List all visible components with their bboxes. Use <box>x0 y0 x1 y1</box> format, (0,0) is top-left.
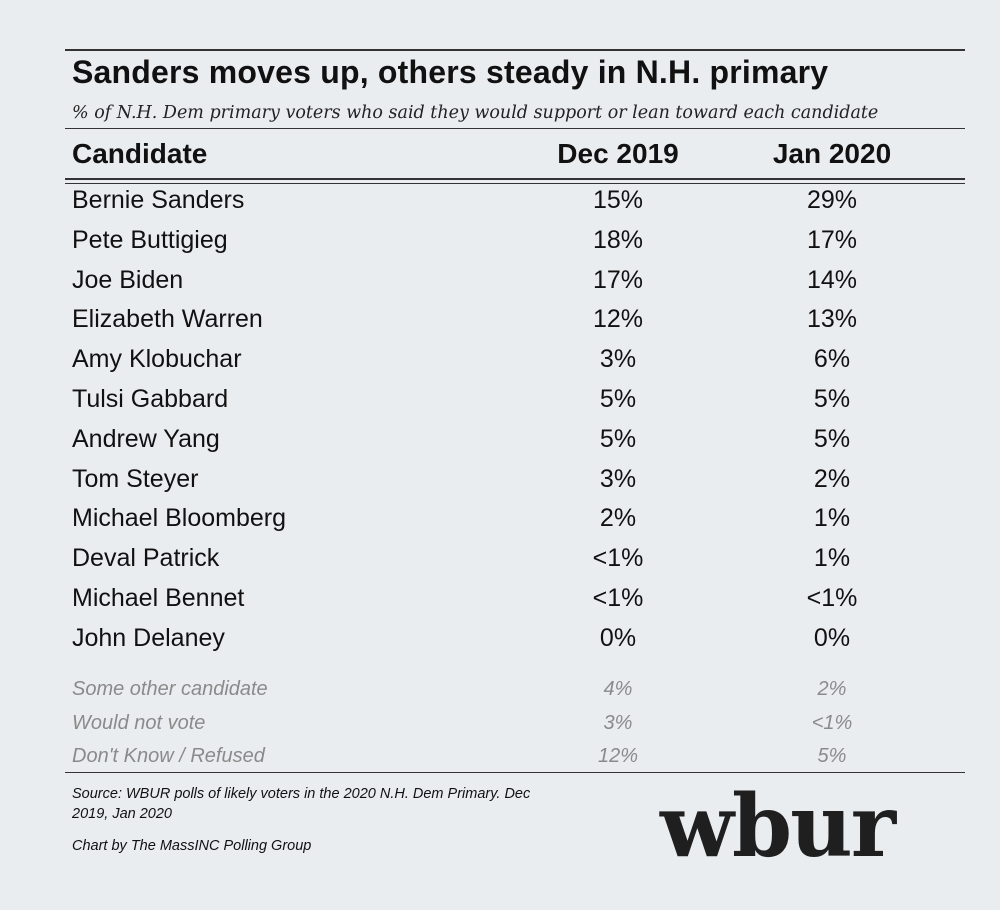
value-jan-2020: 29% <box>806 186 858 214</box>
candidate-name: John Delaney <box>72 623 225 652</box>
candidate-name: Amy Klobuchar <box>72 345 242 374</box>
value-jan-2020: 14% <box>806 265 858 294</box>
chart-subtitle: % of N.H. Dem primary voters who said th… <box>72 103 879 123</box>
candidate-name: Joe Biden <box>72 265 184 294</box>
value-dec-2019: 5% <box>599 385 637 413</box>
value-jan-2020: 2% <box>813 464 851 493</box>
source-note: Source: WBUR polls of likely voters in t… <box>72 786 531 822</box>
value-dec-2019: 0% <box>599 623 637 652</box>
candidate-name: Michael Bennet <box>72 584 245 612</box>
candidate-name: Andrew Yang <box>72 424 220 453</box>
value-jan-2020: <1% <box>811 711 853 734</box>
value-jan-2020: 5% <box>813 385 851 413</box>
top-rule <box>65 49 965 51</box>
header-rule <box>65 178 965 180</box>
value-jan-2020: 6% <box>813 345 851 374</box>
value-jan-2020: <1% <box>806 584 858 612</box>
table-row: John Delaney 0% 0% <box>0 624 1000 664</box>
value-dec-2019: 17% <box>592 265 644 294</box>
value-dec-2019: 3% <box>603 711 633 734</box>
table-row: Amy Klobuchar 3% 6% <box>0 345 1000 385</box>
value-jan-2020: 13% <box>806 305 858 334</box>
table-row: Andrew Yang 5% 5% <box>0 425 1000 465</box>
table-row: Elizabeth Warren 12% 13% <box>0 305 1000 345</box>
candidate-name: Tulsi Gabbard <box>72 385 229 413</box>
subtitle-rule <box>65 128 965 129</box>
candidate-name: Don't Know / Refused <box>72 745 265 767</box>
table-row: Would not vote 3% <1% <box>0 712 1000 746</box>
column-header-candidate: Candidate <box>72 138 208 169</box>
candidate-name: Tom Steyer <box>72 464 199 493</box>
wbur-logo: wbur <box>660 776 896 877</box>
value-dec-2019: 2% <box>599 504 637 533</box>
table-row: Some other candidate 4% 2% <box>0 678 1000 712</box>
candidate-name: Bernie Sanders <box>72 186 245 214</box>
credit-note: Chart by The MassINC Polling Group <box>72 838 312 854</box>
table-row: Michael Bloomberg 2% 1% <box>0 504 1000 544</box>
table-row: Joe Biden 17% 14% <box>0 266 1000 306</box>
value-jan-2020: 1% <box>813 504 851 533</box>
column-header-jan-2020: Jan 2020 <box>772 138 892 169</box>
chart-title: Sanders moves up, others steady in N.H. … <box>72 54 829 90</box>
value-jan-2020: 2% <box>817 678 847 700</box>
header-rule-thin <box>65 183 965 184</box>
value-dec-2019: 3% <box>599 464 637 493</box>
candidate-name: Michael Bloomberg <box>72 504 286 533</box>
value-dec-2019: 15% <box>592 186 644 214</box>
value-jan-2020: 1% <box>813 544 851 573</box>
candidate-name: Deval Patrick <box>72 544 220 573</box>
table-row: Michael Bennet <1% <1% <box>0 584 1000 624</box>
table-row: Tom Steyer 3% 2% <box>0 465 1000 505</box>
value-dec-2019: 12% <box>597 745 639 767</box>
value-jan-2020: 5% <box>813 424 851 453</box>
value-dec-2019: 12% <box>592 305 644 334</box>
value-jan-2020: 17% <box>806 225 858 254</box>
candidate-name: Some other candidate <box>72 678 268 700</box>
table-row: Deval Patrick <1% 1% <box>0 544 1000 584</box>
bottom-rule <box>65 772 965 773</box>
candidate-name: Elizabeth Warren <box>72 305 263 334</box>
table-row: Don't Know / Refused 12% 5% <box>0 745 1000 779</box>
table-row: Bernie Sanders 15% 29% <box>0 186 1000 226</box>
value-dec-2019: 18% <box>592 225 644 254</box>
value-dec-2019: 3% <box>599 345 637 374</box>
value-dec-2019: <1% <box>592 584 644 612</box>
column-header-dec-2019: Dec 2019 <box>557 138 679 169</box>
value-jan-2020: 5% <box>817 745 847 767</box>
value-jan-2020: 0% <box>813 623 851 652</box>
table-row: Pete Buttigieg 18% 17% <box>0 226 1000 266</box>
candidate-name: Would not vote <box>72 711 206 734</box>
table-row: Tulsi Gabbard 5% 5% <box>0 385 1000 425</box>
candidate-name: Pete Buttigieg <box>72 225 228 254</box>
value-dec-2019: 5% <box>599 424 637 453</box>
value-dec-2019: <1% <box>592 544 644 573</box>
value-dec-2019: 4% <box>603 678 633 700</box>
